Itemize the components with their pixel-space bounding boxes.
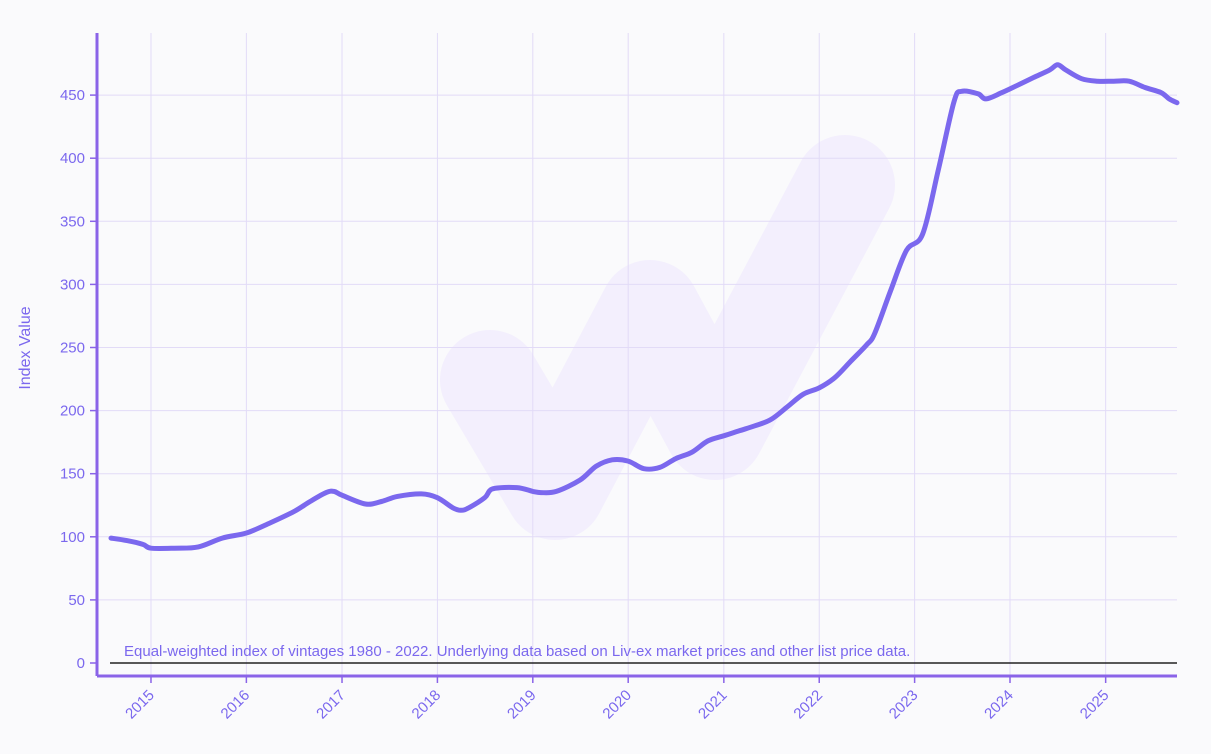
watermark-logo [440,135,895,540]
series-layer [108,62,1180,552]
x-tick-label: 2025 [1077,687,1113,723]
y-axis-title: Index Value [17,306,34,389]
y-tick-label: 100 [60,529,85,546]
axes [95,33,1177,678]
x-tick-label: 2021 [695,687,731,723]
x-tick-label: 2020 [599,687,635,723]
x-tick-label: 2024 [981,687,1017,723]
x-axis-ticks: 2015 2016 2017 2018 2019 2020 2021 2022 2023 2024… [122,676,1112,722]
y-tick-label: 350 [60,213,85,230]
x-tick-label: 2019 [504,687,540,723]
y-tick-label: 150 [60,466,85,483]
y-tick-label: 450 [60,87,85,104]
series-line-0 [108,62,1180,552]
y-tick-label: 300 [60,276,85,293]
y-tick-label: 0 [77,655,85,672]
x-tick-label: 2018 [409,687,445,723]
y-tick-label: 200 [60,403,85,420]
x-tick-label: 2022 [790,687,826,723]
grid-lines [97,33,1177,676]
y-tick-label: 400 [60,150,85,167]
x-tick-label: 2023 [886,687,922,723]
y-tick-label: 50 [68,592,85,609]
x-tick-label: 2015 [122,687,158,723]
x-tick-label: 2016 [218,687,254,723]
x-tick-label: 2017 [313,687,349,723]
y-tick-label: 250 [60,340,85,357]
y-axis-ticks: 0 50 100 150 200 250 300 350 400 450 [60,87,97,672]
chart-annotation: Equal-weighted index of vintages 1980 - … [124,643,910,660]
